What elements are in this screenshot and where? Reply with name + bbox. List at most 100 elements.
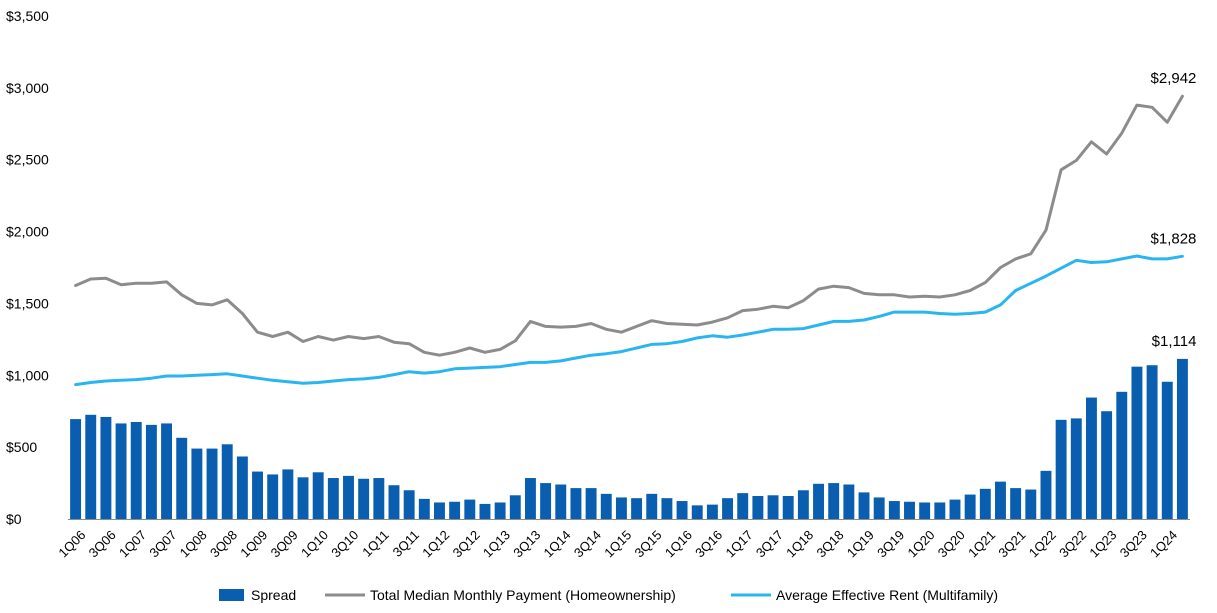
y-tick-label: $3,000 (6, 80, 49, 96)
spread-bar (722, 498, 734, 519)
x-tick-label: 3Q07 (146, 527, 179, 560)
x-tick-label: 3Q18 (813, 527, 846, 560)
x-tick-label: 3Q22 (1056, 527, 1089, 560)
x-tick-label: 1Q11 (359, 527, 391, 559)
y-tick-label: $2,500 (6, 152, 49, 168)
x-tick-label: 3Q19 (874, 527, 907, 560)
spread-bar (813, 483, 824, 519)
x-tick-label: 3Q11 (390, 527, 422, 559)
end-value-label: $2,942 (1151, 70, 1197, 87)
spread-bar (828, 483, 840, 519)
x-axis: 1Q063Q061Q073Q071Q083Q081Q093Q091Q103Q10… (55, 519, 1190, 560)
spread-bar (373, 478, 385, 519)
spread-bar (949, 499, 961, 519)
spread-bar (479, 503, 491, 519)
spread-bar (1161, 381, 1173, 519)
legend-multifamily: Average Effective Rent (Multifamily) (776, 587, 998, 603)
x-tick-label: 1Q15 (601, 527, 634, 560)
x-tick-label: 3Q14 (571, 527, 604, 560)
x-tick-label: 1Q07 (116, 527, 149, 560)
x-tick-label: 1Q22 (1026, 527, 1059, 560)
y-tick-label: $3,500 (6, 8, 49, 24)
y-tick-label: $2,000 (6, 224, 49, 240)
spread-bar (449, 501, 461, 519)
spread-bar (70, 419, 82, 519)
spread-bar (570, 488, 582, 519)
spread-bar (1040, 470, 1052, 519)
spread-bar (904, 501, 915, 519)
spread-bar (1176, 358, 1188, 519)
x-tick-label: 3Q20 (935, 527, 968, 560)
x-tick-label: 3Q15 (632, 527, 665, 560)
spread-bar (661, 498, 673, 519)
homeownership-payment-line (74, 94, 1184, 357)
bars-layer (70, 358, 1188, 519)
spread-bar (615, 497, 627, 519)
x-tick-label: 3Q17 (753, 527, 786, 560)
spread-bar (1131, 366, 1143, 519)
legend: Spread Total Median Monthly Payment (Home… (219, 587, 998, 603)
spread-bar (691, 505, 703, 519)
y-axis: $0 $500 $1,000 $1,500 $2,000 $2,500 $3,000 $3,5… (6, 8, 49, 527)
x-tick-label: 3Q10 (328, 527, 361, 560)
x-tick-label: 1Q06 (55, 527, 88, 560)
x-tick-label: 3Q08 (207, 527, 240, 560)
spread-bar (797, 490, 809, 519)
x-tick-label: 3Q16 (692, 527, 725, 560)
spread-bar (782, 496, 794, 519)
x-tick-label: 3Q23 (1117, 527, 1150, 560)
x-tick-label: 1Q12 (419, 527, 452, 560)
spread-bar (464, 499, 476, 519)
spread-bar (343, 475, 354, 519)
spread-bar (631, 498, 643, 519)
spread-bar (888, 501, 900, 519)
legend-homeownership: Total Median Monthly Payment (Homeowners… (370, 587, 676, 603)
x-tick-label: 1Q09 (237, 527, 270, 560)
spread-bar (555, 484, 567, 519)
spread-bar (1146, 365, 1158, 519)
x-tick-label: 1Q14 (541, 527, 574, 560)
spread-bar (1101, 411, 1113, 519)
x-tick-label: 3Q09 (268, 527, 301, 560)
spread-bar (995, 481, 1006, 519)
spread-bar (919, 502, 931, 519)
x-tick-label: 1Q16 (662, 527, 695, 560)
spread-bar (176, 437, 188, 519)
spread-bar (388, 485, 400, 519)
spread-bar (236, 456, 248, 519)
x-tick-label: 3Q06 (86, 527, 119, 560)
x-tick-label: 1Q08 (177, 527, 210, 560)
spread-bar (646, 493, 658, 519)
x-tick-label: 1Q24 (1147, 527, 1180, 560)
spread-bar (540, 483, 552, 519)
spread-bar (1085, 397, 1097, 519)
y-tick-label: $500 (6, 439, 37, 455)
spread-bar (161, 423, 173, 519)
lines-layer (74, 94, 1184, 387)
y-tick-label: $1,500 (6, 295, 49, 311)
x-tick-label: 1Q21 (965, 527, 998, 560)
spread-bar (873, 497, 885, 519)
spread-bar (403, 490, 415, 519)
end-value-label: $1,828 (1151, 230, 1197, 247)
spread-bar (130, 421, 142, 519)
spread-bar (494, 502, 506, 519)
spread-bar (600, 493, 612, 519)
x-tick-label: 1Q19 (844, 527, 877, 560)
end-value-label: $1,114 (1152, 333, 1197, 350)
spread-bar (843, 484, 855, 519)
spread-bar (1010, 488, 1022, 519)
spread-bar (737, 493, 749, 519)
y-tick-label: $1,000 (6, 367, 49, 383)
spread-bar (85, 414, 97, 519)
x-tick-label: 3Q21 (995, 527, 1028, 560)
spread-bar (206, 448, 218, 519)
spread-bar (327, 478, 339, 519)
spread-bar (418, 498, 430, 519)
end-labels: $1,114 $2,942 $1,828 (1151, 70, 1197, 350)
spread-bar (267, 474, 279, 519)
spread-bar (191, 448, 203, 519)
spread-bar (509, 495, 521, 519)
